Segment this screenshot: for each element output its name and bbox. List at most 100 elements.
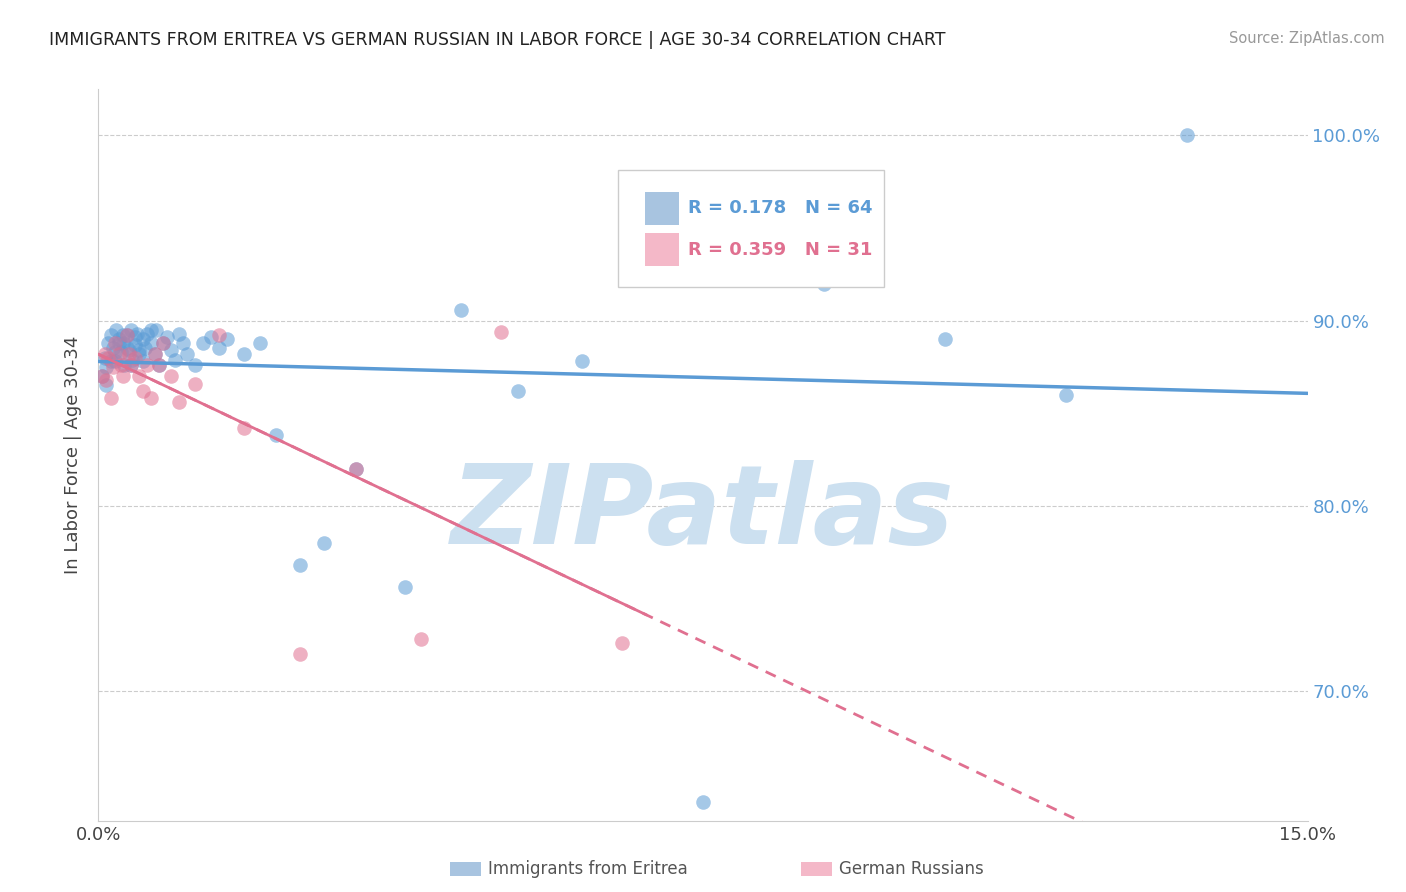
- Point: [100, 328, 122, 343]
- Point: [160, 369, 183, 384]
- Point: [124, 351, 146, 365]
- Point: [139, 335, 162, 350]
- Point: [156, 330, 179, 344]
- Point: [120, 358, 142, 372]
- Point: [100, 354, 122, 368]
- Point: [167, 326, 190, 341]
- Point: [115, 328, 138, 343]
- Point: [934, 332, 956, 346]
- Point: [394, 580, 416, 594]
- Point: [167, 395, 190, 409]
- Text: IMMIGRANTS FROM ERITREA VS GERMAN RUSSIAN IN LABOR FORCE | AGE 30-34 CORRELATION: IMMIGRANTS FROM ERITREA VS GERMAN RUSSIA…: [49, 31, 946, 49]
- Point: [1175, 128, 1198, 143]
- Point: [111, 369, 134, 384]
- Point: [127, 326, 149, 341]
- Point: [148, 358, 170, 372]
- Point: [145, 323, 167, 337]
- Point: [91, 369, 114, 384]
- Point: [208, 328, 231, 343]
- Point: [217, 332, 239, 346]
- Point: [200, 330, 222, 344]
- Point: [314, 536, 336, 550]
- Point: [1054, 388, 1077, 402]
- Point: [571, 354, 593, 368]
- Point: [143, 347, 166, 361]
- Point: [105, 323, 128, 337]
- Point: [96, 378, 118, 392]
- Point: [193, 335, 215, 350]
- Point: [132, 332, 155, 346]
- Point: [152, 335, 174, 350]
- Point: [110, 345, 132, 359]
- Point: [120, 358, 142, 372]
- Point: [96, 359, 118, 374]
- Point: [813, 277, 835, 291]
- Point: [132, 354, 155, 368]
- Point: [172, 335, 194, 350]
- Point: [112, 358, 135, 372]
- Point: [692, 795, 714, 809]
- Y-axis label: In Labor Force | Age 30-34: In Labor Force | Age 30-34: [65, 335, 83, 574]
- Bar: [645, 234, 679, 266]
- Point: [491, 325, 513, 339]
- Point: [110, 358, 132, 372]
- Point: [118, 347, 141, 361]
- Point: [134, 342, 156, 356]
- Text: R = 0.178   N = 64: R = 0.178 N = 64: [689, 200, 873, 218]
- Point: [288, 558, 311, 573]
- Point: [121, 352, 143, 367]
- Point: [101, 342, 124, 356]
- Point: [148, 358, 170, 372]
- Text: R = 0.359   N = 31: R = 0.359 N = 31: [689, 241, 873, 259]
- Text: Immigrants from Eritrea: Immigrants from Eritrea: [488, 860, 688, 878]
- Text: ZIPatlas: ZIPatlas: [451, 460, 955, 567]
- Point: [128, 343, 150, 358]
- Point: [107, 332, 129, 346]
- Point: [232, 347, 254, 361]
- Point: [176, 347, 198, 361]
- Point: [115, 342, 138, 356]
- Point: [152, 335, 174, 350]
- Point: [160, 343, 183, 358]
- Point: [344, 462, 367, 476]
- Point: [143, 347, 166, 361]
- Point: [103, 345, 125, 359]
- Text: Source: ZipAtlas.com: Source: ZipAtlas.com: [1229, 31, 1385, 46]
- Point: [288, 647, 311, 661]
- Point: [612, 636, 634, 650]
- Point: [232, 421, 254, 435]
- Point: [103, 354, 125, 368]
- Point: [101, 359, 124, 374]
- Point: [344, 462, 367, 476]
- Point: [132, 384, 155, 398]
- Point: [120, 323, 142, 337]
- Point: [184, 376, 207, 391]
- Point: [135, 358, 157, 372]
- Point: [91, 369, 114, 384]
- Point: [97, 335, 120, 350]
- Bar: [645, 192, 679, 225]
- Point: [184, 358, 207, 372]
- Point: [450, 302, 472, 317]
- Point: [96, 373, 118, 387]
- Point: [409, 632, 432, 647]
- Point: [111, 335, 134, 350]
- FancyBboxPatch shape: [619, 169, 884, 286]
- Text: German Russians: German Russians: [839, 860, 984, 878]
- Point: [124, 337, 146, 351]
- Point: [139, 392, 162, 406]
- Point: [139, 323, 162, 337]
- Point: [94, 347, 117, 361]
- Point: [107, 335, 129, 350]
- Point: [249, 335, 271, 350]
- Point: [118, 343, 141, 358]
- Point: [115, 328, 138, 343]
- Point: [163, 352, 186, 367]
- Point: [100, 392, 122, 406]
- Point: [111, 328, 134, 343]
- Point: [264, 428, 287, 442]
- Point: [97, 351, 120, 365]
- Point: [124, 330, 146, 344]
- Point: [135, 326, 157, 341]
- Point: [128, 347, 150, 361]
